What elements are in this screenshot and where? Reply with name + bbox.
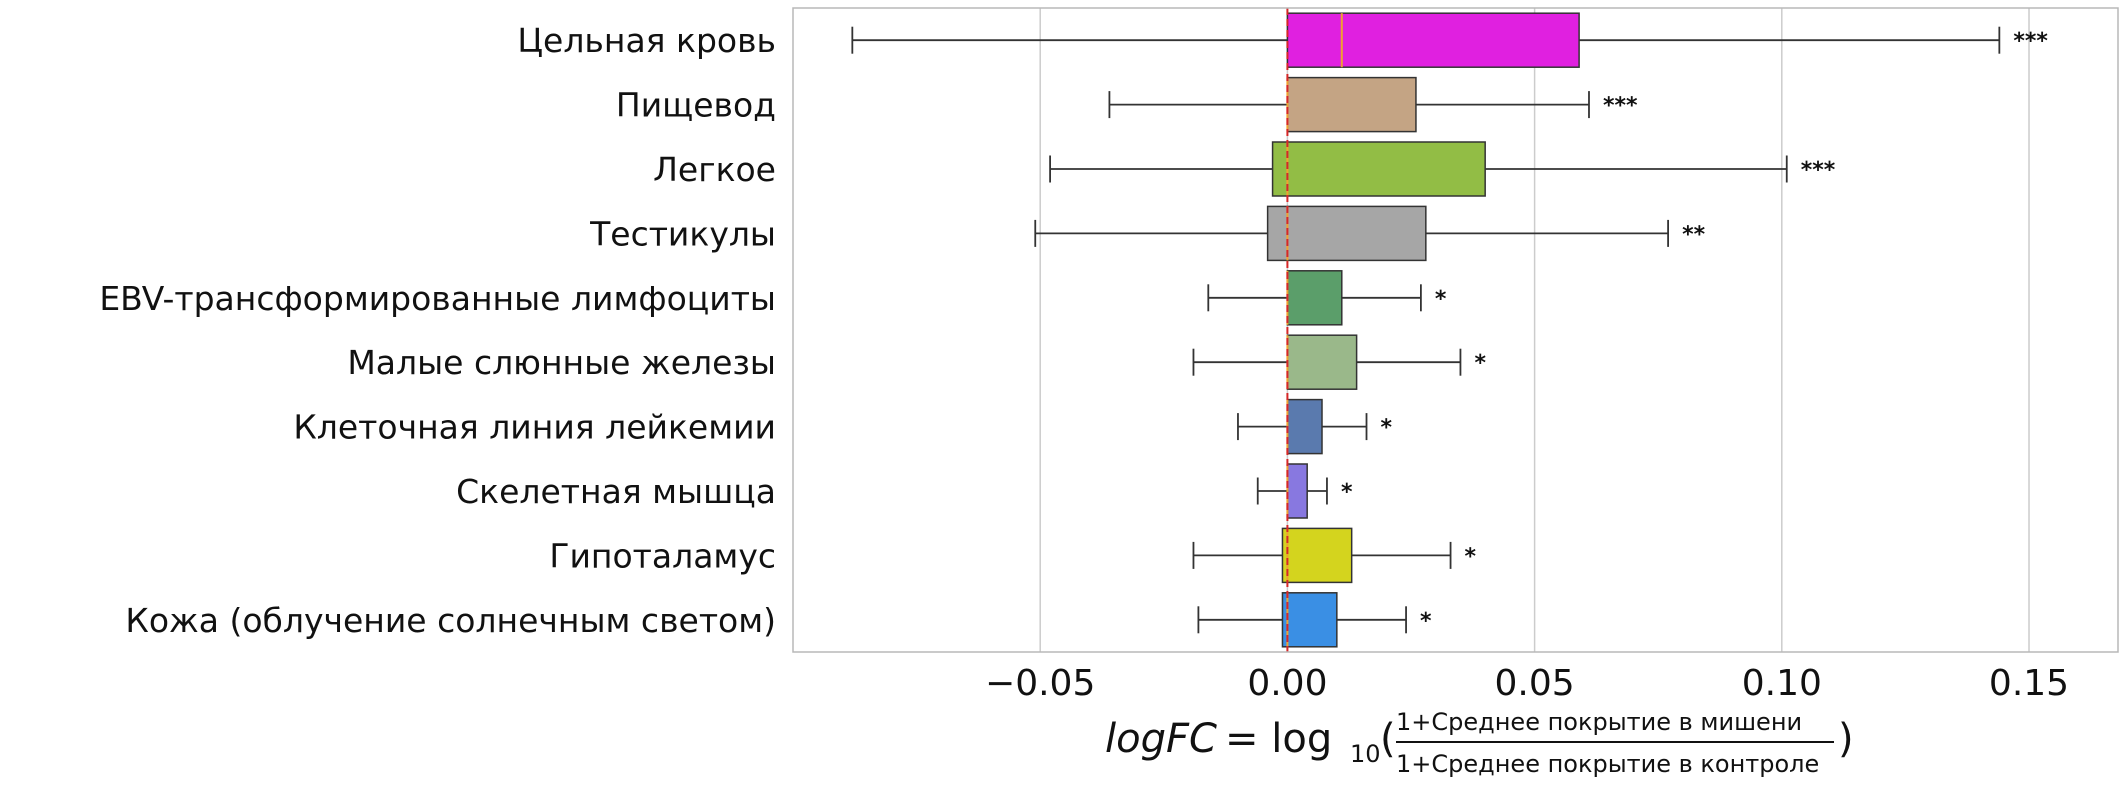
xlabel-lhs: logFC (1105, 716, 1217, 762)
significance-marker: * (1474, 351, 1486, 376)
box-group-7: * (1256, 463, 1353, 519)
x-axis-label: logFC = log 10 ( 1+Среднее покрытие в ми… (1105, 708, 1854, 778)
significance-marker: * (1381, 416, 1393, 441)
xlabel-numerator: 1+Среднее покрытие в мишени (1396, 708, 1802, 736)
significance-marker: * (1341, 480, 1353, 505)
xlabel-subscript: 10 (1350, 740, 1381, 768)
category-labels: Цельная кровь Пищевод Легкое Тестикулы EBV-т… (99, 21, 776, 640)
category-label-4: EBV-трансформированные лимфоциты (99, 279, 776, 318)
box-iqr (1281, 592, 1338, 648)
box-group-2: *** (1049, 141, 1836, 197)
significance-marker: * (1420, 609, 1432, 634)
category-label-3: Тестикулы (589, 214, 776, 253)
significance-marker: * (1465, 544, 1477, 569)
significance-marker: ** (1682, 222, 1706, 247)
box-group-1: *** (1108, 76, 1638, 133)
plot-area-frame (792, 7, 2119, 653)
x-tick-label-4: 0.15 (1989, 663, 2069, 704)
significance-marker: *** (1801, 158, 1836, 183)
box-iqr (1281, 527, 1353, 584)
box-group-4: * (1207, 270, 1447, 326)
x-tick-label-3: 0.10 (1742, 663, 1822, 704)
box-group-8: * (1192, 527, 1477, 584)
boxes: ***************** (851, 8, 2048, 652)
xlabel-close-paren: ) (1838, 716, 1854, 762)
box-iqr (1266, 205, 1427, 262)
box-iqr (1286, 270, 1343, 326)
box-group-9: * (1197, 592, 1432, 648)
x-tick-label-1: 0.00 (1247, 663, 1327, 704)
box-group-0: *** (851, 12, 2048, 68)
x-tick-label-2: 0.05 (1495, 663, 1575, 704)
category-label-8: Гипоталамус (549, 536, 776, 575)
significance-marker: * (1435, 287, 1447, 312)
category-label-0: Цельная кровь (517, 21, 776, 60)
category-label-1: Пищевод (616, 86, 776, 125)
box-iqr (1286, 463, 1308, 519)
box-group-6: * (1237, 398, 1393, 455)
category-label-5: Малые слюнные железы (347, 343, 776, 382)
xlabel-equals-log: = log (1225, 716, 1332, 762)
x-tick-label-0: −0.05 (985, 663, 1095, 704)
box-iqr (1286, 12, 1580, 68)
category-label-7: Скелетная мышца (456, 472, 776, 511)
category-label-2: Легкое (653, 150, 776, 189)
xlabel-denominator: 1+Среднее покрытие в контроле (1396, 750, 1819, 778)
box-iqr (1271, 141, 1486, 197)
box-group-3: ** (1034, 205, 1706, 262)
category-label-9: Кожа (облучение солнечным светом) (125, 601, 776, 640)
xlabel-open-paren: ( (1380, 716, 1396, 762)
significance-marker: *** (1603, 94, 1638, 119)
box-group-5: * (1192, 334, 1486, 390)
x-tick-labels: −0.05 0.00 0.05 0.10 0.15 (985, 663, 2069, 704)
significance-marker: *** (2013, 29, 2048, 54)
box-iqr (1286, 334, 1358, 390)
category-label-6: Клеточная линия лейкемии (293, 408, 776, 447)
box-iqr (1286, 398, 1323, 455)
box-iqr (1286, 76, 1417, 133)
